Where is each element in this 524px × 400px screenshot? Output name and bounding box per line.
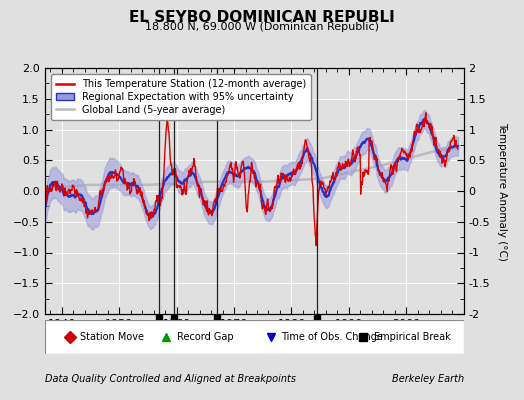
Legend: This Temperature Station (12-month average), Regional Expectation with 95% uncer: This Temperature Station (12-month avera… (51, 74, 311, 120)
Text: 18.800 N, 69.000 W (Dominican Republic): 18.800 N, 69.000 W (Dominican Republic) (145, 22, 379, 32)
Text: Berkeley Earth: Berkeley Earth (391, 374, 464, 384)
Text: Record Gap: Record Gap (177, 332, 233, 342)
Text: Station Move: Station Move (80, 332, 144, 342)
Y-axis label: Temperature Anomaly (°C): Temperature Anomaly (°C) (497, 122, 507, 260)
Text: Data Quality Controlled and Aligned at Breakpoints: Data Quality Controlled and Aligned at B… (45, 374, 296, 384)
Text: Empirical Break: Empirical Break (374, 332, 450, 342)
Text: EL SEYBO DOMINICAN REPUBLI: EL SEYBO DOMINICAN REPUBLI (129, 10, 395, 25)
Text: Time of Obs. Change: Time of Obs. Change (281, 332, 383, 342)
